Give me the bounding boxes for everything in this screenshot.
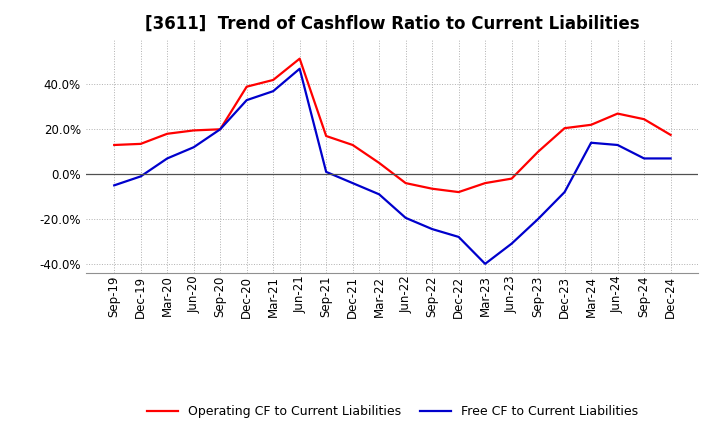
Operating CF to Current Liabilities (216, 127, 225, 132)
Title: [3611]  Trend of Cashflow Ratio to Current Liabilities: [3611] Trend of Cashflow Ratio to Curren… (145, 15, 639, 33)
Line: Operating CF to Current Liabilities: Operating CF to Current Liabilities (114, 59, 670, 192)
Operating CF to Current Liabilities (243, 84, 251, 89)
Free CF to Current Liabilities (295, 66, 304, 71)
Line: Free CF to Current Liabilities: Free CF to Current Liabilities (114, 69, 670, 264)
Free CF to Current Liabilities (189, 145, 198, 150)
Operating CF to Current Liabilities (110, 143, 119, 148)
Operating CF to Current Liabilities (587, 122, 595, 128)
Free CF to Current Liabilities (216, 127, 225, 132)
Operating CF to Current Liabilities (136, 141, 145, 147)
Operating CF to Current Liabilities (401, 180, 410, 186)
Operating CF to Current Liabilities (454, 190, 463, 195)
Free CF to Current Liabilities (401, 215, 410, 220)
Free CF to Current Liabilities (348, 180, 357, 186)
Free CF to Current Liabilities (163, 156, 171, 161)
Operating CF to Current Liabilities (322, 133, 330, 139)
Free CF to Current Liabilities (243, 98, 251, 103)
Free CF to Current Liabilities (613, 143, 622, 148)
Free CF to Current Liabilities (666, 156, 675, 161)
Operating CF to Current Liabilities (613, 111, 622, 116)
Operating CF to Current Liabilities (666, 132, 675, 138)
Legend: Operating CF to Current Liabilities, Free CF to Current Liabilities: Operating CF to Current Liabilities, Fre… (142, 400, 643, 423)
Operating CF to Current Liabilities (348, 143, 357, 148)
Free CF to Current Liabilities (322, 169, 330, 175)
Operating CF to Current Liabilities (508, 176, 516, 181)
Operating CF to Current Liabilities (640, 117, 649, 122)
Free CF to Current Liabilities (269, 88, 277, 94)
Operating CF to Current Liabilities (269, 77, 277, 83)
Free CF to Current Liabilities (136, 174, 145, 179)
Operating CF to Current Liabilities (189, 128, 198, 133)
Operating CF to Current Liabilities (481, 180, 490, 186)
Operating CF to Current Liabilities (534, 149, 542, 154)
Free CF to Current Liabilities (508, 241, 516, 246)
Free CF to Current Liabilities (640, 156, 649, 161)
Operating CF to Current Liabilities (163, 131, 171, 136)
Free CF to Current Liabilities (534, 216, 542, 222)
Free CF to Current Liabilities (454, 234, 463, 239)
Free CF to Current Liabilities (375, 192, 384, 197)
Free CF to Current Liabilities (481, 261, 490, 267)
Free CF to Current Liabilities (428, 227, 436, 232)
Free CF to Current Liabilities (560, 190, 569, 195)
Operating CF to Current Liabilities (295, 56, 304, 61)
Operating CF to Current Liabilities (560, 125, 569, 131)
Operating CF to Current Liabilities (428, 186, 436, 191)
Operating CF to Current Liabilities (375, 160, 384, 165)
Free CF to Current Liabilities (110, 183, 119, 188)
Free CF to Current Liabilities (587, 140, 595, 145)
